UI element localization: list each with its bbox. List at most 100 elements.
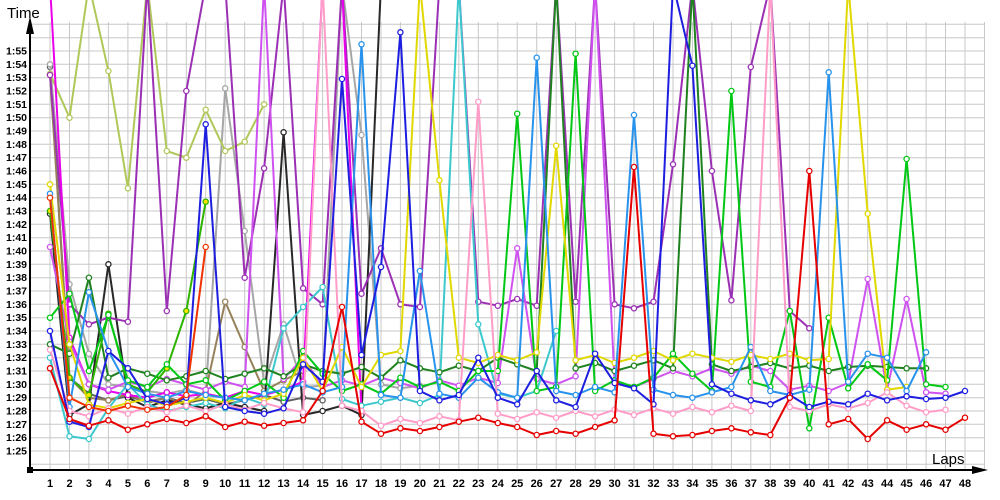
data-point-blue[interactable] <box>377 263 385 271</box>
data-point-cyan[interactable] <box>552 327 560 335</box>
data-point-dark-green[interactable] <box>455 362 463 369</box>
data-point-green-yellow-dots[interactable] <box>202 198 209 205</box>
data-point-red[interactable] <box>572 430 579 437</box>
data-point-pink[interactable] <box>708 409 716 416</box>
data-point-khaki[interactable] <box>105 397 112 404</box>
data-point-sky-blue[interactable] <box>630 111 638 119</box>
data-point-dark-green[interactable] <box>280 373 287 380</box>
series-light-olive[interactable] <box>46 0 268 192</box>
data-point-red[interactable] <box>747 429 755 436</box>
data-point-cyan[interactable] <box>85 435 93 443</box>
data-point-green[interactable] <box>144 383 151 391</box>
data-point-red[interactable] <box>66 415 73 423</box>
data-point-red[interactable] <box>183 419 190 427</box>
data-point-green[interactable] <box>942 383 949 391</box>
data-point-green[interactable] <box>475 367 482 375</box>
data-point-violet[interactable] <box>572 373 579 380</box>
data-point-sky-blue[interactable] <box>747 343 755 351</box>
data-point-blue[interactable] <box>942 394 949 401</box>
data-point-pink[interactable] <box>163 409 171 416</box>
data-point-dark-green[interactable] <box>202 367 209 375</box>
data-point-pink[interactable] <box>533 409 540 416</box>
data-point-khaki[interactable] <box>221 298 229 305</box>
data-point-green[interactable] <box>922 381 930 388</box>
data-point-sky-blue[interactable] <box>436 390 443 397</box>
data-point-pink[interactable] <box>338 402 346 409</box>
data-point-pink[interactable] <box>689 403 696 411</box>
data-point-blue[interactable] <box>494 394 502 401</box>
data-point-green[interactable] <box>844 385 852 392</box>
data-point-green[interactable] <box>260 378 268 385</box>
data-point-black[interactable] <box>105 261 112 268</box>
data-point-blue[interactable] <box>728 390 735 397</box>
data-point-blue[interactable] <box>221 403 229 411</box>
data-point-dark-green[interactable] <box>825 367 832 375</box>
data-point-blue[interactable] <box>864 390 871 397</box>
data-point-red[interactable] <box>591 423 599 431</box>
data-point-green[interactable] <box>806 425 813 432</box>
data-point-cyan[interactable] <box>377 398 385 405</box>
data-point-red[interactable] <box>202 413 209 420</box>
data-point-violet[interactable] <box>105 386 112 393</box>
data-point-green[interactable] <box>105 311 112 319</box>
data-point-green[interactable] <box>533 387 540 395</box>
data-point-cyan[interactable] <box>280 325 287 332</box>
data-point-red[interactable] <box>708 427 716 435</box>
data-point-red[interactable] <box>786 394 794 401</box>
data-point-blue[interactable] <box>903 393 910 400</box>
data-point-green[interactable] <box>728 87 735 95</box>
data-point-blue[interactable] <box>747 397 755 404</box>
series-orange-red[interactable] <box>46 194 209 415</box>
data-point-gray[interactable] <box>85 350 93 357</box>
data-point-purple[interactable] <box>806 325 813 332</box>
data-point-red[interactable] <box>533 431 540 439</box>
data-point-pink[interactable] <box>669 410 677 417</box>
data-point-dark-green[interactable] <box>903 365 910 372</box>
data-point-yellow[interactable] <box>494 351 502 359</box>
data-point-yellow[interactable] <box>436 177 443 184</box>
data-point-red[interactable] <box>903 426 910 433</box>
data-point-green[interactable] <box>163 361 171 368</box>
data-point-pink[interactable] <box>903 402 910 409</box>
data-point-pink[interactable] <box>728 402 735 409</box>
data-point-dark-green[interactable] <box>85 274 93 281</box>
data-point-light-olive[interactable] <box>66 114 73 121</box>
data-point-yellow[interactable] <box>397 347 404 355</box>
data-point-blue[interactable] <box>358 351 365 359</box>
data-point-red[interactable] <box>85 422 93 429</box>
data-point-red[interactable] <box>338 303 346 311</box>
data-point-blue[interactable] <box>630 385 638 392</box>
data-point-blue[interactable] <box>922 395 930 403</box>
data-point-purple[interactable] <box>728 297 735 304</box>
data-point-sky-blue[interactable] <box>124 383 132 391</box>
data-point-blue[interactable] <box>124 365 132 372</box>
data-point-dark-green[interactable] <box>669 365 677 372</box>
data-point-blue[interactable] <box>416 387 424 395</box>
data-point-sky-blue[interactable] <box>533 54 540 61</box>
data-point-green[interactable] <box>864 361 871 368</box>
data-point-light-olive[interactable] <box>183 154 190 161</box>
data-point-sky-blue[interactable] <box>864 350 871 357</box>
data-point-light-olive[interactable] <box>105 67 112 75</box>
data-point-sky-blue[interactable] <box>591 383 599 391</box>
data-point-cyan[interactable] <box>202 399 209 407</box>
data-point-cyan[interactable] <box>319 283 326 291</box>
data-point-purple[interactable] <box>611 301 618 308</box>
data-point-green[interactable] <box>572 50 579 57</box>
data-point-pink[interactable] <box>436 413 443 420</box>
data-point-purple[interactable] <box>299 285 307 292</box>
data-point-pink[interactable] <box>475 98 482 105</box>
data-point-yellow[interactable] <box>630 354 638 361</box>
data-point-pink[interactable] <box>922 409 930 416</box>
data-point-sky-blue[interactable] <box>825 69 832 76</box>
data-point-pink[interactable] <box>747 407 755 415</box>
data-point-purple[interactable] <box>124 318 132 325</box>
data-point-sky-blue[interactable] <box>475 374 482 381</box>
data-point-red[interactable] <box>455 418 463 425</box>
data-point-purple[interactable] <box>241 274 248 281</box>
data-point-sky-blue[interactable] <box>844 378 852 385</box>
data-point-yellow[interactable] <box>455 354 463 361</box>
data-point-dark-green[interactable] <box>572 365 579 372</box>
data-point-red[interactable] <box>416 427 424 435</box>
data-point-red[interactable] <box>844 415 852 423</box>
